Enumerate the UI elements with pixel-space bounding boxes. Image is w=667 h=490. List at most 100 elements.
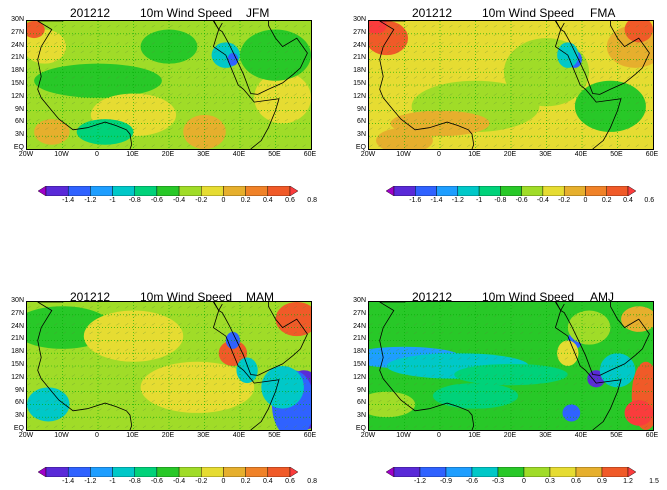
wind-vector bbox=[529, 365, 533, 369]
colorbar-label: 0.4 bbox=[623, 197, 633, 204]
wind-vector bbox=[196, 331, 200, 335]
wind-vector bbox=[125, 50, 129, 54]
wind-vector bbox=[249, 382, 253, 386]
wind-vector bbox=[62, 331, 67, 335]
wind-vector bbox=[240, 50, 244, 54]
wind-vector bbox=[125, 348, 129, 352]
wind-vector bbox=[187, 348, 191, 352]
wind-vector bbox=[293, 314, 297, 317]
wind-vector bbox=[422, 118, 426, 122]
wind-vector bbox=[142, 101, 147, 105]
wind-vector bbox=[196, 417, 200, 420]
wind-vector bbox=[107, 101, 111, 105]
wind-vector bbox=[538, 374, 542, 377]
wind-vector bbox=[169, 425, 173, 428]
wind-vector bbox=[187, 391, 191, 394]
wind-vector bbox=[116, 408, 120, 411]
wind-vector bbox=[45, 127, 49, 130]
wind-vector bbox=[249, 306, 253, 309]
wind-vector bbox=[54, 340, 58, 343]
wind-vector bbox=[555, 59, 560, 62]
wind-vector bbox=[564, 67, 568, 71]
wind-vector bbox=[387, 314, 391, 317]
wind-vector bbox=[493, 33, 497, 36]
wind-vector bbox=[626, 391, 631, 394]
wind-vector bbox=[591, 59, 595, 62]
lon-label: 40E bbox=[574, 151, 588, 158]
wind-vector bbox=[80, 25, 84, 28]
wind-vector bbox=[27, 323, 31, 326]
wind-vector bbox=[511, 323, 515, 326]
wind-vector bbox=[431, 59, 435, 62]
wind-vector bbox=[258, 331, 262, 335]
wind-vector bbox=[71, 93, 76, 96]
wind-vector bbox=[422, 50, 426, 54]
wind-vector bbox=[222, 374, 226, 377]
wind-vector bbox=[644, 67, 648, 71]
wind-vector bbox=[293, 348, 297, 352]
wind-vector bbox=[520, 136, 524, 139]
colorbar-label: 0 bbox=[583, 197, 588, 204]
wind-vector bbox=[267, 314, 271, 317]
wind-vector bbox=[284, 50, 289, 54]
wind-vector bbox=[222, 136, 226, 139]
wind-vector bbox=[520, 127, 524, 130]
wind-vector bbox=[125, 101, 129, 105]
colorbar-swatch bbox=[156, 186, 180, 196]
colorbar-swatch bbox=[245, 186, 269, 196]
lat-label: 27N bbox=[353, 28, 366, 36]
coastline bbox=[218, 21, 308, 95]
wind-vector bbox=[396, 399, 400, 403]
wind-vector bbox=[555, 357, 560, 360]
wind-vector bbox=[169, 374, 173, 377]
colorbar-label: -1.2 bbox=[84, 478, 97, 485]
wind-vector bbox=[45, 340, 49, 343]
wind-vector bbox=[45, 399, 49, 403]
wind-vector bbox=[293, 25, 297, 28]
wind-vector bbox=[231, 136, 235, 139]
wind-vector bbox=[502, 136, 506, 139]
wind-vector bbox=[555, 408, 560, 411]
wind-vector bbox=[293, 67, 297, 71]
wind-vector bbox=[626, 25, 631, 28]
wind-vector bbox=[502, 84, 506, 88]
lat-label: 12N bbox=[353, 92, 366, 100]
wind-vector bbox=[98, 323, 102, 326]
wind-vector bbox=[151, 348, 155, 352]
wind-vector bbox=[36, 93, 40, 96]
wind-vector bbox=[213, 382, 218, 386]
wind-vector bbox=[573, 306, 577, 309]
wind-vector bbox=[160, 374, 164, 377]
wind-vector bbox=[555, 118, 560, 122]
wind-vector bbox=[284, 33, 289, 36]
wind-vector bbox=[267, 50, 271, 54]
wind-vector bbox=[258, 50, 262, 54]
wind-vector bbox=[573, 357, 577, 360]
wind-vector bbox=[387, 357, 391, 360]
wind-vector bbox=[293, 84, 297, 88]
wind-vector bbox=[302, 425, 306, 428]
wind-vector bbox=[116, 93, 120, 96]
wind-vector bbox=[626, 127, 631, 130]
wind-vector bbox=[231, 408, 235, 411]
wind-vector bbox=[564, 59, 568, 62]
wind-vector bbox=[467, 365, 471, 369]
wind-vector bbox=[293, 323, 297, 326]
wind-vector bbox=[169, 340, 173, 343]
wind-vector bbox=[422, 374, 426, 377]
wind-vector bbox=[538, 59, 542, 62]
colorbar-swatch bbox=[201, 467, 224, 477]
wind-vector bbox=[564, 93, 568, 96]
wind-vector bbox=[440, 25, 444, 28]
wind-vector bbox=[71, 365, 76, 369]
wind-vector bbox=[54, 306, 58, 309]
wind-vector bbox=[36, 408, 40, 411]
wind-vector bbox=[431, 136, 435, 139]
wind-vector bbox=[396, 59, 400, 62]
wind-vector bbox=[538, 67, 542, 71]
wind-vector bbox=[231, 340, 235, 343]
wind-vector bbox=[293, 59, 297, 62]
wind-vector bbox=[529, 340, 533, 343]
wind-vector bbox=[591, 76, 595, 79]
wind-vector bbox=[475, 101, 480, 105]
